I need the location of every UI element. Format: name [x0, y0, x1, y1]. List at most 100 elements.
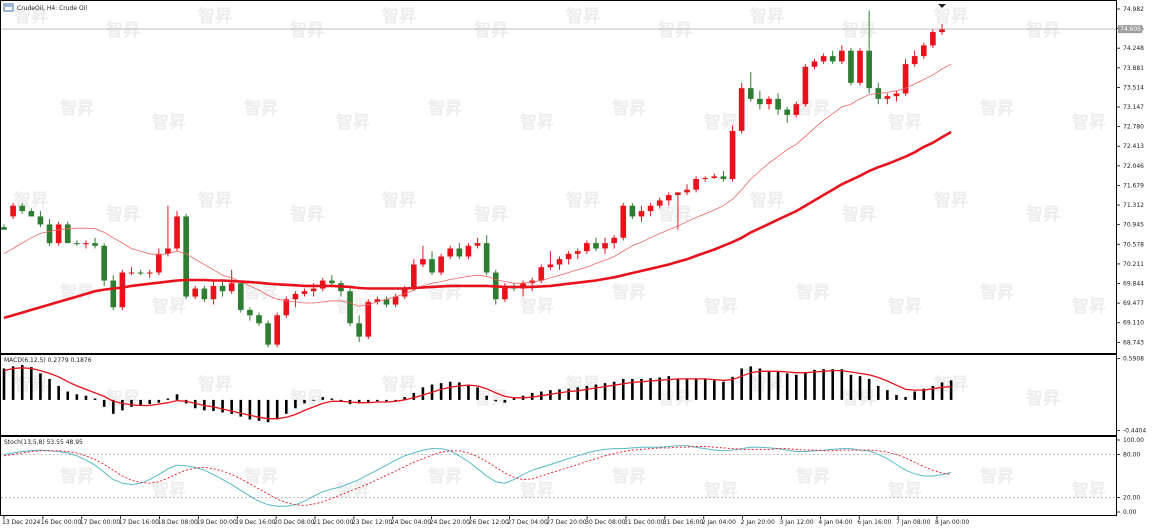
time-tick-label: 30 Dec 08:00 [585, 519, 626, 526]
macd-bar [221, 399, 224, 413]
candle-body [902, 64, 909, 94]
price-tick-label: 69.477 [1123, 300, 1144, 307]
candle-body [829, 56, 836, 62]
watermark-text: 智昇 [888, 480, 922, 501]
macd-bar [458, 382, 461, 400]
watermark-text: 智昇 [60, 98, 94, 119]
watermark-text: 智昇 [566, 374, 600, 395]
macd-bar [940, 382, 944, 400]
macd-bar [722, 381, 725, 400]
candle-body [410, 264, 417, 289]
time-tick-label: 2 Jan 20:00 [741, 519, 775, 526]
watermark-text: 智昇 [520, 112, 554, 133]
price-tick-label: 73.147 [1123, 104, 1144, 111]
candle-body [46, 224, 53, 244]
macd-bar [822, 369, 825, 400]
candle-body [702, 177, 709, 179]
candle-body [884, 96, 891, 99]
price-layer [1, 4, 1116, 348]
candle-body [747, 88, 754, 99]
watermark-text: 智昇 [658, 388, 692, 409]
macd-bar [139, 399, 142, 406]
candle-body [128, 272, 135, 274]
candle-body [37, 216, 44, 225]
watermark-text: 智昇 [796, 282, 830, 303]
candle-body [802, 66, 809, 105]
price-tick-label: 74.982 [1123, 6, 1144, 13]
time-tick-label: 19 Dec 16:00 [235, 519, 276, 526]
candle-body [219, 285, 226, 292]
price-tick-label: 70.945 [1123, 222, 1144, 229]
watermark-text: 智昇 [106, 20, 140, 41]
time-tick-label: 3 Jan 12:00 [780, 519, 814, 526]
chart-window-icon [3, 3, 14, 12]
macd-bar [248, 399, 252, 420]
time-tick-label: 24 Dec 20:00 [430, 519, 471, 526]
macd-bar [130, 399, 133, 407]
time-tick-label: 17 Dec 00:00 [80, 519, 121, 526]
time-tick-label: 27 Dec 20:00 [546, 519, 587, 526]
ma-fast-line [3, 63, 952, 307]
stoch-signal-line [3, 446, 952, 506]
macd-bar [212, 399, 215, 412]
watermark-text: 智昇 [980, 466, 1014, 487]
candle-body [374, 299, 381, 302]
candle-body [483, 243, 490, 273]
macd-panel [0, 354, 1117, 436]
macd-bar [366, 399, 370, 403]
macd-bar [649, 378, 652, 400]
candle-body [392, 296, 399, 305]
watermark-text: 智昇 [244, 98, 278, 119]
price-tick-label: 69.110 [1123, 320, 1144, 327]
candle-body [547, 264, 554, 268]
candle-body [174, 216, 180, 249]
macd-bar [294, 399, 297, 409]
candle-body [675, 192, 681, 196]
macd-signal-line [3, 367, 952, 420]
candle-body [347, 291, 353, 324]
time-tick-label: 8 Jan 00:00 [935, 519, 969, 526]
macd-bar [758, 368, 762, 400]
macd-bar [922, 388, 926, 400]
macd-bar [794, 374, 798, 400]
watermark-text: 智昇 [198, 6, 232, 27]
macd-bar [485, 395, 488, 400]
y-axis-layer: 74.98274.61574.24873.88173.51473.14772.7… [1116, 6, 1146, 516]
watermark-text: 智昇 [934, 6, 968, 27]
macd-bar [11, 366, 15, 400]
macd-bar [121, 399, 124, 411]
candle-body [811, 61, 818, 67]
watermark-text: 智昇 [428, 98, 462, 119]
macd-layer [2, 364, 953, 423]
candle-body [383, 299, 390, 305]
time-tick-label: 23 Dec 12:00 [352, 519, 393, 526]
candle-body [538, 267, 545, 281]
watermark-text: 智昇 [750, 190, 784, 211]
stoch-tick-label: 0.00 [1123, 509, 1137, 516]
candle-body [92, 243, 98, 246]
macd-bar [20, 364, 24, 400]
price-tick-label: 70.578 [1123, 241, 1144, 248]
macd-bar [39, 373, 42, 400]
candle-body [247, 309, 253, 316]
candle-body [1, 227, 7, 230]
watermark-text: 智昇 [520, 480, 554, 501]
time-tick-label: 7 Jan 08:00 [896, 519, 930, 526]
candle-body [456, 248, 463, 257]
stoch-main-line [3, 445, 952, 507]
candle-body [766, 98, 772, 105]
macd-bar [631, 378, 634, 400]
candle-body [629, 205, 636, 217]
macd-bar [685, 378, 689, 400]
macd-bar [549, 390, 552, 400]
watermark-text: 智昇 [566, 190, 600, 211]
macd-bar [476, 387, 479, 400]
price-tick-label: 73.881 [1123, 65, 1144, 72]
watermark-text: 智昇 [382, 190, 416, 211]
time-tick-label: 18 Dec 08:00 [158, 519, 199, 526]
price-tick-label: 70.211 [1123, 261, 1144, 268]
macd-bar [804, 371, 807, 400]
macd-bar [266, 399, 270, 423]
